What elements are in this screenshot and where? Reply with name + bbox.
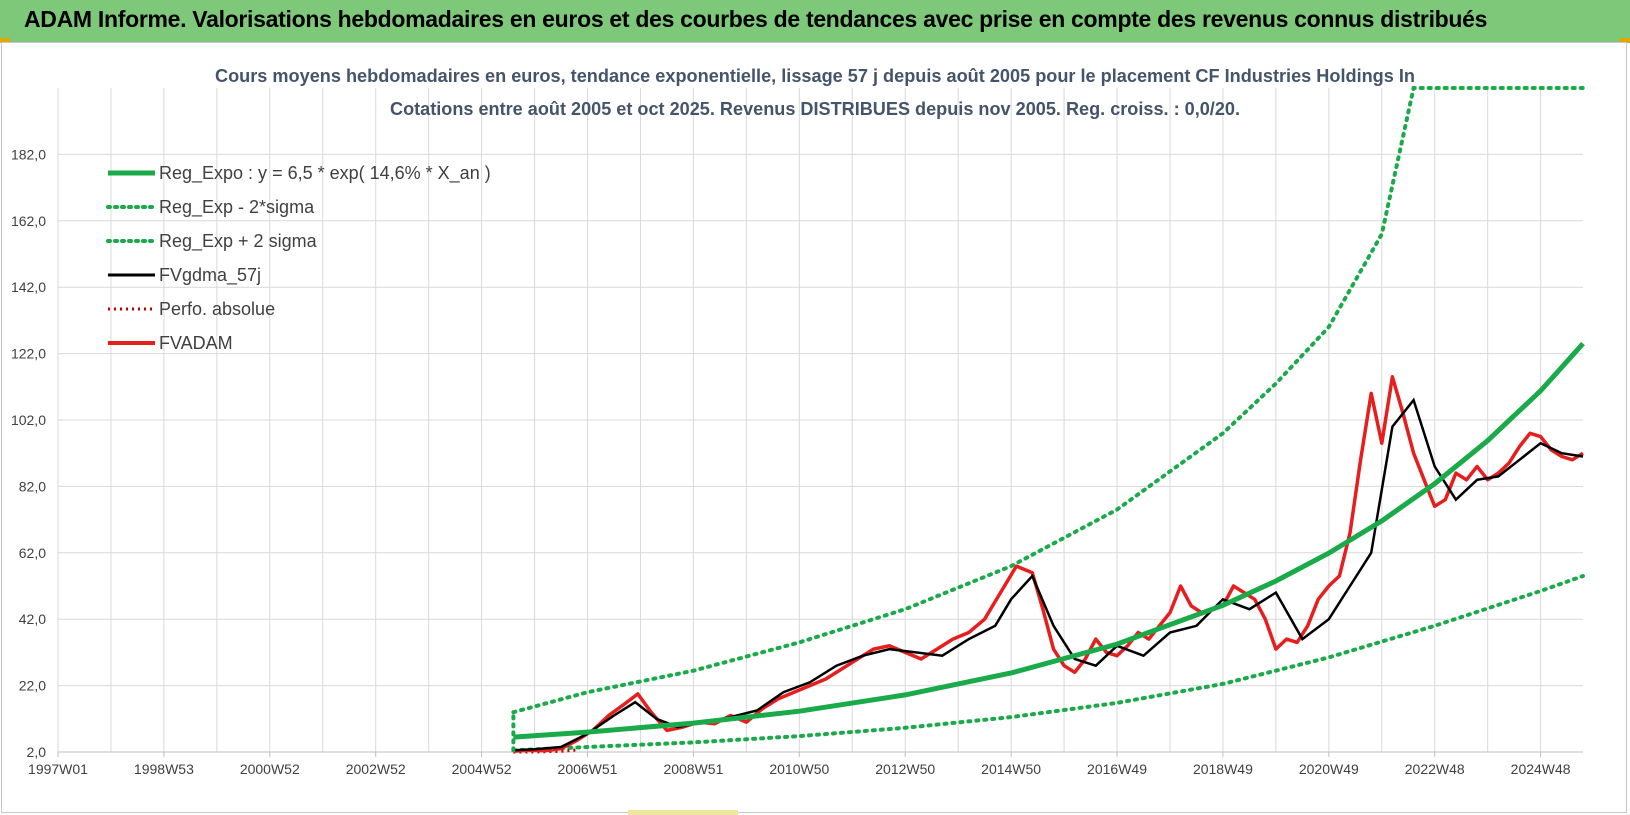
- y-tick-label: 182,0: [11, 146, 46, 162]
- legend-label-fvadam: FVADAM: [159, 333, 233, 353]
- x-tick-label: 2006W51: [558, 761, 618, 777]
- x-tick-label: 1997W01: [28, 761, 88, 777]
- x-tick-label: 2000W52: [240, 761, 300, 777]
- chart-title-line2: Cotations entre août 2005 et oct 2025. R…: [390, 99, 1240, 119]
- x-tick-label: 2002W52: [346, 761, 406, 777]
- x-tick-label: 2008W51: [663, 761, 723, 777]
- series-lines: [511, 86, 1585, 754]
- y-tick-label: 62,0: [19, 545, 46, 561]
- page-title: ADAM Informe. Valorisations hebdomadaire…: [24, 6, 1488, 32]
- series-line-reg_minus: [511, 574, 1585, 753]
- x-tick-label: 2020W49: [1299, 761, 1359, 777]
- series-line-fvadam: [513, 375, 1584, 754]
- legend-label-reg_expo: Reg_Expo : y = 6,5 * exp( 14,6% * X_an ): [159, 163, 491, 184]
- y-axis-labels: 2,0 22,0 42,0 62,0 82,0 102,0 122,0 142,0 162,0 1…: [11, 146, 46, 760]
- legend-label-perfo: Perfo. absolue: [159, 299, 275, 319]
- legend-label-fvgdma: FVgdma_57j: [159, 265, 261, 286]
- x-tick-label: 2016W49: [1087, 761, 1147, 777]
- x-tick-label: 2022W48: [1405, 761, 1465, 777]
- legend-label-reg_minus: Reg_Exp - 2*sigma: [159, 197, 315, 218]
- corner-marker-right: [1620, 38, 1630, 43]
- y-tick-label: 42,0: [19, 611, 46, 627]
- x-tick-label: 2024W48: [1511, 761, 1571, 777]
- header-bar: ADAM Informe. Valorisations hebdomadaire…: [0, 0, 1630, 42]
- series-line-reg_expo: [513, 341, 1585, 740]
- legend-label-reg_plus: Reg_Exp + 2 sigma: [159, 231, 318, 252]
- chart-frame: [1, 42, 1627, 813]
- legend: Reg_Expo : y = 6,5 * exp( 14,6% * X_an )…: [106, 163, 491, 353]
- corner-marker-left: [0, 38, 10, 43]
- y-tick-label: 22,0: [19, 678, 46, 694]
- y-tick-label: 2,0: [27, 744, 47, 760]
- y-tick-label: 102,0: [11, 412, 46, 428]
- x-tick-label: 2004W52: [452, 761, 512, 777]
- chart-title-line1: Cours moyens hebdomadaires en euros, ten…: [215, 66, 1415, 86]
- series-line-perfo: [513, 748, 578, 754]
- x-tick-label: 2012W50: [875, 761, 935, 777]
- grid-lines: [57, 88, 1583, 757]
- x-tick-label: 2010W50: [769, 761, 829, 777]
- y-tick-label: 82,0: [19, 478, 46, 494]
- bottom-marker: [628, 810, 738, 815]
- series-line-fvgdma: [513, 397, 1584, 752]
- x-axis-labels: 1997W01 1998W53 2000W52 2002W52 2004W52 2006W…: [28, 761, 1571, 777]
- x-tick-label: 2018W49: [1193, 761, 1253, 777]
- y-tick-label: 122,0: [11, 346, 46, 362]
- series-line-reg_plus: [511, 86, 1585, 715]
- y-tick-label: 162,0: [11, 213, 46, 229]
- y-tick-label: 142,0: [11, 279, 46, 295]
- x-tick-label: 2014W50: [981, 761, 1041, 777]
- x-tick-label: 1998W53: [134, 761, 194, 777]
